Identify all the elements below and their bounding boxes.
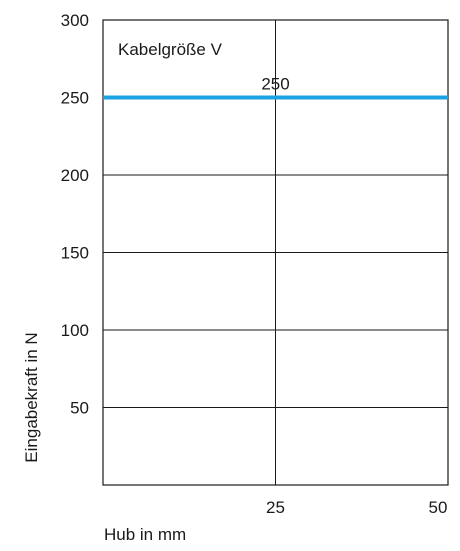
x-tick-label-25: 25 bbox=[266, 498, 285, 517]
plot-frame bbox=[102, 19, 449, 486]
series-layer: 250 bbox=[103, 75, 448, 100]
y-axis-ticks: 50 100 150 200 250 300 bbox=[61, 11, 89, 418]
y-tick-label-50: 50 bbox=[70, 399, 89, 418]
chart-annotation: Kabelgröße V bbox=[118, 40, 223, 59]
y-tick-label-150: 150 bbox=[61, 244, 89, 263]
x-axis-ticks: 25 50 bbox=[266, 498, 447, 517]
x-tick-label-50: 50 bbox=[429, 498, 448, 517]
y-tick-label-300: 300 bbox=[61, 11, 89, 30]
y-tick-label-100: 100 bbox=[61, 321, 89, 340]
x-axis-label: Hub in mm bbox=[104, 525, 186, 544]
y-axis-label: Eingabekraft in N bbox=[22, 332, 41, 462]
y-tick-label-250: 250 bbox=[61, 89, 89, 108]
y-tick-label-200: 200 bbox=[61, 166, 89, 185]
series-data-label-0: 250 bbox=[261, 75, 289, 94]
